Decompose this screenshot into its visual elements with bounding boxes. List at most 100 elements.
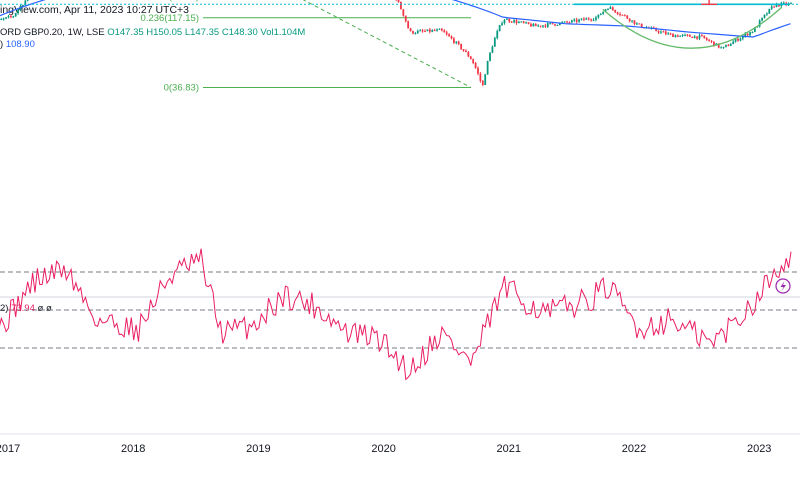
candle-body	[568, 22, 571, 24]
candle-body	[508, 18, 511, 22]
candle-body	[433, 30, 436, 32]
x-tick-label: 2022	[622, 443, 646, 455]
fib-level-label: 0.382(166.8)	[145, 0, 199, 2]
candle-body	[725, 45, 727, 47]
candle-body	[462, 49, 465, 51]
candle-body	[443, 30, 446, 33]
fib-trend-line	[302, 0, 472, 88]
candle-body	[9, 16, 12, 18]
candle-body	[746, 33, 749, 36]
main-legend: ORD GBP0.20, 1W, LSE O147.35 H150.05 L14…	[0, 27, 305, 38]
candle-body	[505, 18, 508, 20]
candle-body	[566, 21, 568, 23]
candle-body	[474, 62, 477, 68]
candle-body	[672, 34, 674, 37]
candle-body	[758, 20, 761, 27]
candle-body	[518, 21, 520, 24]
candle-body	[585, 18, 588, 20]
candle-body	[484, 74, 487, 85]
candle-body	[782, 2, 785, 4]
candle-body	[693, 36, 696, 39]
candle-body	[770, 6, 773, 9]
candle-body	[698, 35, 701, 39]
candle-body	[12, 16, 15, 18]
candle-body	[530, 24, 532, 27]
candle-body	[616, 12, 619, 14]
candle-body	[436, 29, 438, 31]
candle-body	[766, 13, 768, 15]
candle-body	[592, 19, 595, 21]
candle-body	[7, 16, 10, 18]
candle-body	[431, 30, 434, 32]
candle-body	[662, 31, 665, 33]
candle-body	[580, 18, 583, 20]
candle-body	[412, 31, 414, 34]
candle-body	[703, 35, 706, 39]
candle-body	[457, 41, 460, 45]
candle-body	[493, 38, 496, 47]
candle-body	[763, 14, 766, 18]
candle-body	[22, 5, 24, 7]
candle-body	[609, 7, 612, 9]
candle-body	[717, 43, 720, 48]
candle-body	[419, 30, 422, 32]
candle-body	[621, 14, 624, 16]
candle-body	[739, 38, 742, 41]
candle-body	[744, 33, 747, 37]
candle-body	[611, 7, 614, 10]
candle-body	[527, 22, 530, 25]
candle-body	[595, 17, 597, 20]
candle-body	[479, 73, 482, 81]
fib-level-label: 0(36.83)	[164, 83, 199, 94]
candle-body	[477, 67, 479, 74]
ma-legend: ) 108.90	[0, 39, 35, 50]
x-tick-label: 2023	[747, 443, 771, 455]
rsi-line	[0, 248, 792, 381]
candle-body	[708, 39, 711, 41]
candle-body	[676, 35, 679, 37]
candle-body	[481, 80, 484, 85]
candle-body	[510, 21, 513, 23]
candle-body	[563, 21, 566, 23]
candle-body	[414, 33, 417, 35]
candle-body	[633, 20, 636, 24]
candle-body	[440, 28, 443, 31]
x-tick-label: 2019	[246, 443, 270, 455]
candle-body	[556, 24, 559, 26]
rsi-legend: 2) 73.94 ø ø	[0, 303, 52, 314]
volume-value: Vol1.104M	[260, 27, 306, 38]
candle-body	[669, 33, 672, 35]
candle-body	[686, 34, 689, 36]
candle-body	[426, 29, 429, 32]
chart-header: ingView.com, Apr 11, 2023 10:27 UTC+3	[0, 4, 190, 16]
candle-body	[729, 44, 732, 46]
candle-body	[660, 31, 662, 33]
candle-body	[448, 34, 450, 37]
ohlc-close: C148.30	[221, 27, 258, 38]
candle-body	[453, 38, 455, 43]
candle-body	[720, 47, 723, 49]
candle-body	[467, 52, 470, 57]
candle-body	[0, 19, 3, 21]
candle-body	[775, 3, 778, 7]
candle-body	[790, 3, 792, 5]
candle-body	[727, 45, 730, 47]
candle-body	[554, 24, 556, 26]
lightning-icon[interactable]	[775, 278, 791, 294]
candle-body	[539, 25, 542, 27]
candle-body	[640, 24, 643, 28]
candle-body	[544, 25, 547, 27]
candle-body	[522, 21, 525, 23]
candle-body	[407, 21, 410, 29]
candle-body	[24, 0, 27, 6]
candle-body	[489, 52, 491, 61]
ma-value: 108.90	[5, 39, 35, 50]
candle-body	[722, 46, 725, 48]
candle-body	[614, 9, 617, 13]
candle-body	[604, 9, 607, 12]
candle-body	[525, 22, 528, 24]
candle-body	[465, 50, 467, 53]
candle-body	[445, 32, 448, 35]
ohlc-open: O147.35	[107, 27, 144, 38]
